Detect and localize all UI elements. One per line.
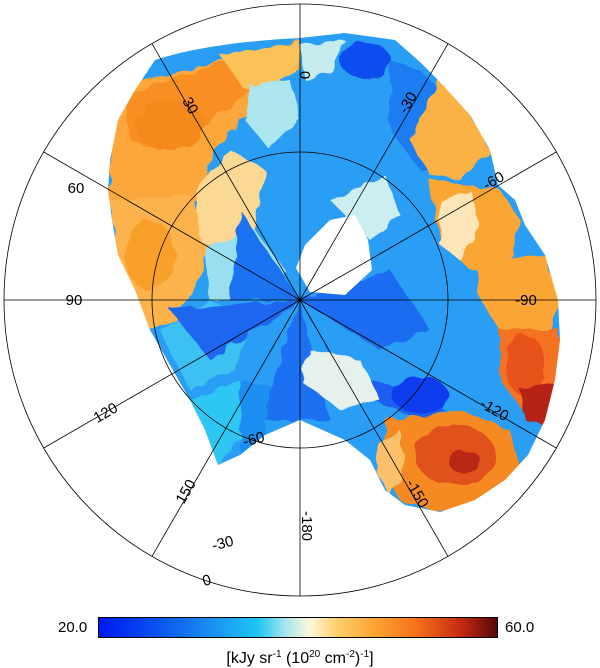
meridian-line	[299, 151, 557, 301]
lon-label-120: 120	[91, 399, 121, 426]
lon-label-90: 90	[66, 292, 83, 309]
lon-label-30: 30	[178, 94, 201, 117]
lon-label-60: 60	[68, 180, 85, 197]
colorbar-title: [kJy sr-1 (1020 cm-2)-1]	[226, 649, 374, 667]
lon-label-minus-180: -180	[298, 511, 315, 541]
lat-label-minus-30: -30	[210, 533, 235, 555]
meridian-line	[299, 299, 557, 449]
graticule	[3, 3, 597, 597]
meridian-line	[151, 299, 301, 557]
meridian-lines	[4, 4, 596, 596]
colorbar-max-label: 60.0	[505, 619, 535, 636]
meridian-line	[43, 151, 301, 301]
lon-label-minus-90: -90	[515, 292, 537, 309]
missing-data-hole	[296, 215, 372, 295]
colorbar	[98, 617, 498, 638]
lon-label-0: 0	[296, 71, 313, 79]
colorbar-min-label: 20.0	[58, 619, 88, 636]
meridian-line	[43, 299, 301, 449]
meridian-line	[299, 43, 449, 301]
meridian-line	[151, 43, 301, 301]
lat-label-minus-60: -60	[241, 429, 266, 451]
meridian-line	[299, 299, 449, 557]
lat-label-0: 0	[201, 571, 213, 590]
polar-map: 0 30 60 90 120 150 -180 -150 -120 -90 -6…	[3, 3, 597, 597]
